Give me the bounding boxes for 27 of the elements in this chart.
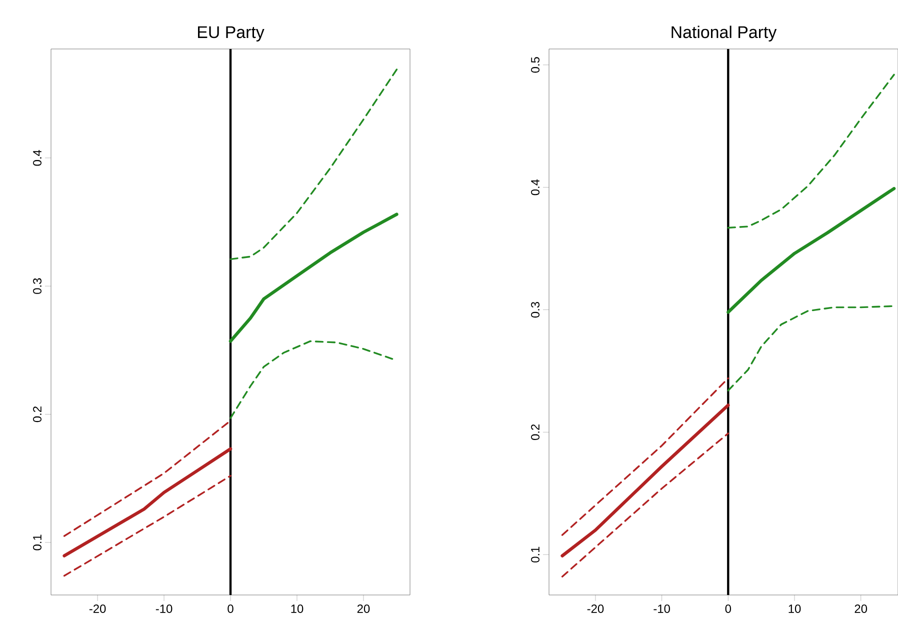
y-tick-label: 0.4 [531,179,540,196]
y-tick-label: 0.4 [33,150,42,166]
chart-title: National Party [672,26,777,42]
x-tick-label: 10 [291,604,304,613]
line-series [230,68,398,260]
y-tick-label: 0.1 [531,546,540,562]
y-tick-label: 0.3 [531,302,540,318]
line-series [228,212,398,343]
line-series [62,447,232,558]
y-tick-label: 0.5 [531,57,540,73]
x-tick-label: 20 [854,604,868,613]
x-tick-label: -10 [156,604,172,613]
x-tick-label: -20 [89,604,106,613]
x-tick-label: -20 [587,604,604,613]
y-tick-label: 0.2 [531,424,540,440]
line-series [727,74,895,229]
x-tick-label: 10 [788,604,801,613]
x-tick-label: -10 [654,604,670,613]
y-tick-label: 0.2 [33,406,42,422]
x-tick-label: 0 [725,604,732,613]
line-series [560,404,730,558]
x-tick-label: 20 [357,604,370,613]
y-tick-label: 0.3 [33,278,42,294]
y-tick-label: 0.1 [33,534,42,550]
x-tick-label: 0 [228,604,234,613]
chart-title: EU Party [198,26,264,42]
line-series [727,305,895,392]
